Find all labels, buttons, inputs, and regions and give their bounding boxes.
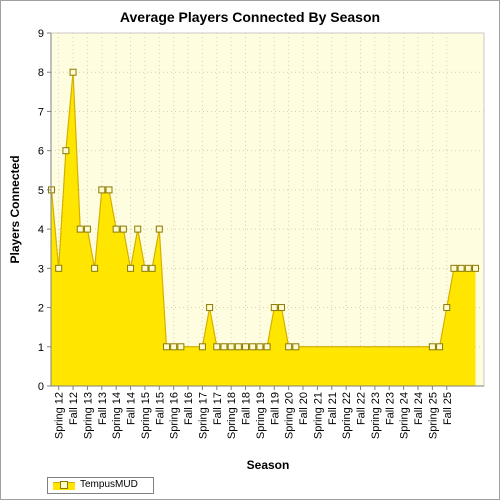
x-axis-title: Season [247, 458, 290, 472]
x-tick-label: Spring 24 [399, 392, 411, 439]
data-point [213, 343, 221, 351]
y-tick-label: 5 [38, 185, 44, 197]
data-point [98, 186, 106, 194]
data-point [112, 225, 120, 233]
data-point [227, 343, 235, 351]
legend-label: TempusMUD [80, 479, 138, 490]
data-point [105, 186, 113, 194]
x-tick-label: Spring 17 [197, 392, 209, 439]
data-point [76, 225, 84, 233]
x-tick-label: Fall 14 [126, 392, 138, 425]
y-tick-label: 7 [38, 106, 44, 118]
y-tick-label: 3 [38, 263, 44, 275]
x-tick-label: Fall 15 [154, 392, 166, 425]
y-tick-label: 8 [38, 67, 44, 79]
y-tick-label: 6 [38, 146, 44, 158]
data-point [220, 343, 228, 351]
data-point [170, 343, 178, 351]
data-point [464, 264, 472, 272]
x-tick-label: Spring 12 [54, 392, 66, 439]
data-point [249, 343, 257, 351]
data-point [450, 264, 458, 272]
y-tick-label: 1 [38, 342, 44, 354]
x-tick-label: Spring 14 [111, 392, 123, 439]
x-tick-label: Fall 23 [384, 392, 396, 425]
x-tick-label: Fall 24 [413, 392, 425, 425]
y-tick-label: 9 [38, 28, 44, 40]
data-point [141, 264, 149, 272]
legend: TempusMUD [47, 477, 154, 494]
data-point [256, 343, 264, 351]
x-tick-label: Spring 13 [82, 392, 94, 439]
x-tick-label: Fall 16 [183, 392, 195, 425]
data-point [162, 343, 170, 351]
data-point [206, 304, 214, 312]
data-point [263, 343, 271, 351]
y-axis-ticks: 0 1 2 3 4 5 6 7 8 9 [38, 28, 51, 393]
data-point [55, 264, 63, 272]
x-tick-label: Spring 21 [312, 392, 324, 439]
data-point [83, 225, 91, 233]
data-point [443, 304, 451, 312]
x-tick-label: Fall 21 [327, 392, 339, 425]
x-tick-label: Fall 20 [298, 392, 310, 425]
data-point [270, 304, 278, 312]
y-tick-label: 2 [38, 303, 44, 315]
data-point [69, 68, 77, 76]
chart-title: Average Players Connected By Season [119, 9, 381, 25]
x-tick-label: Fall 12 [68, 392, 80, 425]
x-tick-label: Spring 19 [255, 392, 267, 439]
data-point [436, 343, 444, 351]
x-tick-label: Spring 15 [140, 392, 152, 439]
x-tick-label: Spring 23 [370, 392, 382, 439]
data-point [91, 264, 99, 272]
data-point [119, 225, 127, 233]
x-tick-label: Fall 19 [269, 392, 281, 425]
series-area-tempusmud [51, 72, 476, 386]
y-axis-title: Players Connected [8, 155, 22, 263]
x-tick-label: Spring 18 [226, 392, 238, 439]
x-axis-ticks: Spring 12 Fall 12 Spring 13 Fall 13 Spring 1… [54, 386, 454, 439]
data-point [457, 264, 465, 272]
x-tick-label: Spring 20 [284, 392, 296, 439]
data-point [177, 343, 185, 351]
data-point [148, 264, 156, 272]
x-tick-label: Fall 25 [442, 392, 454, 425]
data-point [134, 225, 142, 233]
data-point [62, 147, 70, 155]
data-point [428, 343, 436, 351]
x-tick-label: Spring 25 [427, 392, 439, 439]
legend-marker [60, 481, 68, 489]
y-tick-label: 0 [38, 381, 44, 393]
data-point [292, 343, 300, 351]
x-tick-label: Fall 18 [241, 392, 253, 425]
data-point [155, 225, 163, 233]
data-point [242, 343, 250, 351]
data-point [127, 264, 135, 272]
y-tick-label: 4 [38, 224, 44, 236]
data-point [198, 343, 206, 351]
data-point [285, 343, 293, 351]
data-point [277, 304, 285, 312]
data-point [234, 343, 242, 351]
x-tick-label: Fall 13 [97, 392, 109, 425]
x-tick-label: Spring 16 [169, 392, 181, 439]
x-tick-label: Spring 22 [341, 392, 353, 439]
x-tick-label: Fall 22 [356, 392, 368, 425]
data-point [472, 264, 479, 272]
x-tick-label: Fall 17 [212, 392, 224, 425]
